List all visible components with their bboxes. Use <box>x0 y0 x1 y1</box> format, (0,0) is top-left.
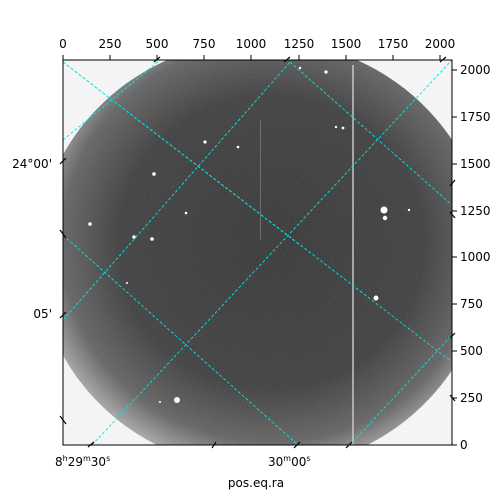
star <box>382 215 388 221</box>
tick <box>439 56 447 63</box>
tick-label: 1750 <box>378 37 409 51</box>
star <box>88 222 92 226</box>
star <box>236 145 240 149</box>
star <box>150 237 154 241</box>
ra-labels: 8h29m30s 30m00s <box>55 454 311 469</box>
tick <box>345 441 353 449</box>
right-tick-labels: 0 250 500 750 1000 1250 1500 1750 2000 <box>460 63 491 452</box>
tick <box>153 56 161 63</box>
tick-label: 1500 <box>331 37 362 51</box>
star <box>126 282 128 284</box>
column-artifact <box>352 65 354 445</box>
star <box>407 208 411 212</box>
tick <box>59 157 67 165</box>
tick <box>293 441 301 449</box>
tick-label: 750 <box>193 37 216 51</box>
star <box>373 295 379 301</box>
star <box>341 126 345 130</box>
star <box>71 414 73 416</box>
tick-label: 250 <box>99 37 122 51</box>
top-ticks <box>62 55 441 60</box>
tick <box>211 441 217 449</box>
ra-label-1: 8h29m30s <box>55 454 110 469</box>
grid-line <box>63 60 161 141</box>
tick <box>87 441 95 448</box>
tick-label: 1750 <box>460 110 491 124</box>
grid-line <box>91 60 452 445</box>
dec-label: 05' <box>33 307 52 321</box>
faint-column-artifact <box>260 120 261 240</box>
star <box>152 172 156 176</box>
astronomical-image <box>63 60 452 445</box>
tick <box>59 229 67 239</box>
grid-line <box>63 61 291 321</box>
tick-label: 500 <box>460 344 483 358</box>
tick <box>449 394 456 402</box>
tick-label: 750 <box>460 297 483 311</box>
star <box>203 140 207 144</box>
coordinate-grid <box>63 60 452 445</box>
grid-line <box>63 234 299 445</box>
image-noise <box>63 60 452 445</box>
star <box>184 211 188 215</box>
tick-label: 0 <box>460 438 468 452</box>
tick <box>283 56 291 63</box>
star <box>298 66 302 70</box>
grid-line <box>289 61 452 206</box>
tick-label: 1000 <box>460 250 491 264</box>
star <box>334 125 338 129</box>
tick-label: 1250 <box>284 37 315 51</box>
tick-label: 1000 <box>236 37 267 51</box>
star <box>159 401 161 403</box>
plot-frame <box>62 59 453 446</box>
dec-labels: 24°00' 05' <box>12 157 52 321</box>
star <box>380 206 388 214</box>
right-ticks <box>452 69 457 446</box>
top-tick-labels: 0 250 500 750 1000 1250 1500 1750 2000 <box>59 37 455 51</box>
stars <box>71 66 411 416</box>
tick <box>59 311 67 319</box>
tick <box>449 211 456 219</box>
tick <box>449 332 456 339</box>
tick-label: 0 <box>59 37 67 51</box>
x-axis-label: pos.eq.ra <box>228 476 284 490</box>
star <box>132 235 136 239</box>
grid-line <box>63 61 452 363</box>
ra-label-2: 30m00s <box>268 454 311 469</box>
grid-line <box>349 334 452 445</box>
tick-label: 2000 <box>460 63 491 77</box>
star <box>324 70 328 74</box>
tick-label: 1250 <box>460 204 491 218</box>
tick-label: 500 <box>146 37 169 51</box>
tick <box>59 415 67 425</box>
tick <box>449 179 456 187</box>
wcs-edge-ticks <box>59 56 456 449</box>
star <box>174 397 180 403</box>
tick-label: 1500 <box>460 157 491 171</box>
tick-label: 2000 <box>425 37 456 51</box>
dec-label: 24°00' <box>12 157 52 171</box>
tick-label: 250 <box>460 391 483 405</box>
